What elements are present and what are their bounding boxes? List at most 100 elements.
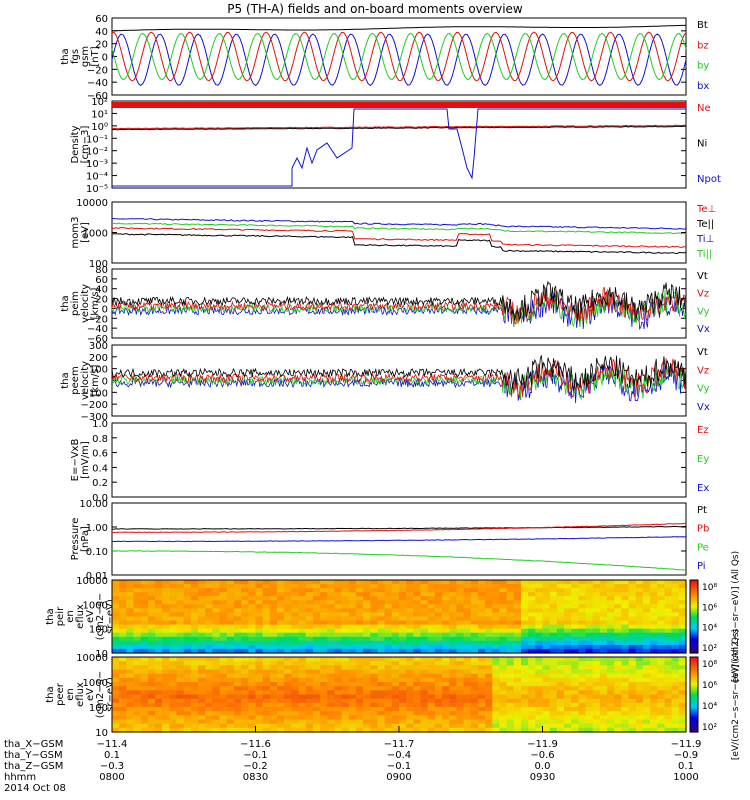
spec-cell-peir: [341, 620, 350, 626]
spec-cell-peer: [599, 727, 608, 733]
spec-cell-peer: [190, 673, 199, 679]
spec-cell-peer: [477, 727, 486, 733]
spec-cell-peer: [226, 690, 235, 696]
spec-cell-peer: [255, 690, 264, 696]
spec-cell-peer: [535, 677, 544, 683]
spec-cell-peer: [119, 661, 127, 666]
spec-cell-peer: [119, 673, 127, 679]
spec-cell-peer: [492, 694, 501, 700]
spec-cell-peer: [370, 727, 379, 733]
spec-cell-peer: [140, 682, 149, 687]
spec-cell-peir: [269, 620, 278, 626]
spec-cell-peir: [212, 612, 221, 618]
spec-cell-peir: [370, 640, 379, 646]
spec-cell-peer: [564, 727, 572, 733]
spec-cell-peer: [219, 698, 228, 704]
series-Ni: [111, 125, 687, 131]
spec-cell-peir: [198, 644, 206, 650]
spec-cell-peir: [535, 588, 544, 593]
spec-cell-peer: [384, 719, 393, 725]
spec-cell-peer: [370, 673, 379, 679]
spec-cell-peer: [470, 669, 479, 675]
spec-cell-peer: [176, 677, 185, 683]
colorbar-cell: [690, 642, 698, 645]
spec-cell-peer: [363, 707, 371, 712]
spec-cell-peir: [363, 632, 371, 638]
spec-cell-peir: [255, 624, 264, 630]
spec-cell-peir: [190, 616, 199, 622]
spec-cell-peer: [599, 669, 608, 675]
spec-cell-peir: [642, 580, 651, 585]
colorbar-label: [eV/(cm2−s−sr−eV)] (All Qs): [731, 629, 741, 760]
spec-cell-peer: [112, 677, 120, 683]
spec-cell-peer: [269, 673, 278, 679]
series-Te-par: [111, 233, 687, 255]
spec-cell-peer: [449, 707, 457, 712]
spec-cell-peir: [262, 628, 271, 634]
spec-cell-peer: [205, 665, 214, 671]
spec-cell-peir: [320, 592, 328, 597]
spec-cell-peir: [571, 620, 579, 626]
spec-cell-peer: [592, 711, 601, 716]
spec-cell-peer: [277, 719, 285, 725]
spec-cell-peir: [226, 648, 235, 654]
spec-cell-peer: [434, 673, 443, 679]
spec-cell-peer: [126, 669, 135, 675]
spec-cell-peer: [183, 698, 192, 704]
spec-cell-peir: [564, 616, 572, 622]
spec-cell-peer: [463, 682, 472, 687]
spec-cell-peer: [112, 719, 120, 725]
spec-cell-peir: [391, 620, 400, 626]
spec-cell-peer: [657, 690, 666, 696]
spec-cell-peer: [571, 657, 579, 662]
spec-cell-peer: [269, 677, 278, 683]
spec-cell-peir: [212, 644, 221, 650]
spec-cell-peir: [477, 616, 486, 622]
spec-cell-peer: [406, 677, 414, 683]
spec-cell-peir: [320, 628, 328, 634]
spec-cell-peir: [578, 592, 587, 597]
ylabel-efield: [mV/m]: [80, 441, 91, 479]
spec-cell-peer: [499, 702, 508, 708]
spec-cell-peer: [155, 690, 163, 696]
spec-cell-peer: [205, 661, 214, 666]
spec-cell-peer: [477, 690, 486, 696]
spec-cell-peir: [363, 588, 371, 593]
ytick-pressure: 10.00: [79, 499, 108, 510]
spec-cell-peir: [406, 648, 414, 654]
spec-cell-peir: [162, 588, 170, 593]
spec-cell-peir: [312, 592, 321, 597]
spec-cell-peir: [456, 648, 465, 654]
spec-cell-peer: [442, 686, 450, 691]
spec-cell-peir: [513, 596, 522, 601]
spec-cell-peer: [169, 665, 178, 671]
colorbar-cell: [690, 587, 698, 590]
spec-cell-peer: [298, 661, 307, 666]
spec-cell-peer: [112, 711, 120, 716]
spec-cell-peer: [305, 682, 314, 687]
spec-cell-peir: [521, 632, 529, 638]
spec-cell-peer: [155, 723, 163, 729]
xaxis-value: 0.1: [104, 750, 120, 761]
spec-cell-peer: [678, 723, 687, 729]
spec-cell-peer: [277, 711, 285, 716]
spec-cell-peer: [413, 686, 422, 691]
spec-cell-peer: [377, 707, 386, 712]
spec-cell-peir: [492, 624, 501, 630]
spec-cell-peir: [657, 624, 666, 630]
spec-cell-peir: [291, 632, 300, 638]
legend-Pe: Pe: [697, 542, 709, 553]
spec-cell-peir: [176, 600, 185, 605]
spec-cell-peir: [571, 624, 579, 630]
spec-cell-peer: [585, 690, 594, 696]
spec-cell-peir: [363, 592, 371, 597]
spec-cell-peer: [592, 694, 601, 700]
spec-cell-peer: [585, 719, 594, 725]
spec-cell-peer: [348, 727, 357, 733]
spec-cell-peir: [614, 640, 623, 646]
spec-cell-peir: [234, 628, 242, 634]
spec-cell-peer: [255, 694, 264, 700]
spec-cell-peer: [255, 686, 264, 691]
spec-cell-peer: [327, 690, 336, 696]
spec-cell-peir: [255, 612, 264, 618]
